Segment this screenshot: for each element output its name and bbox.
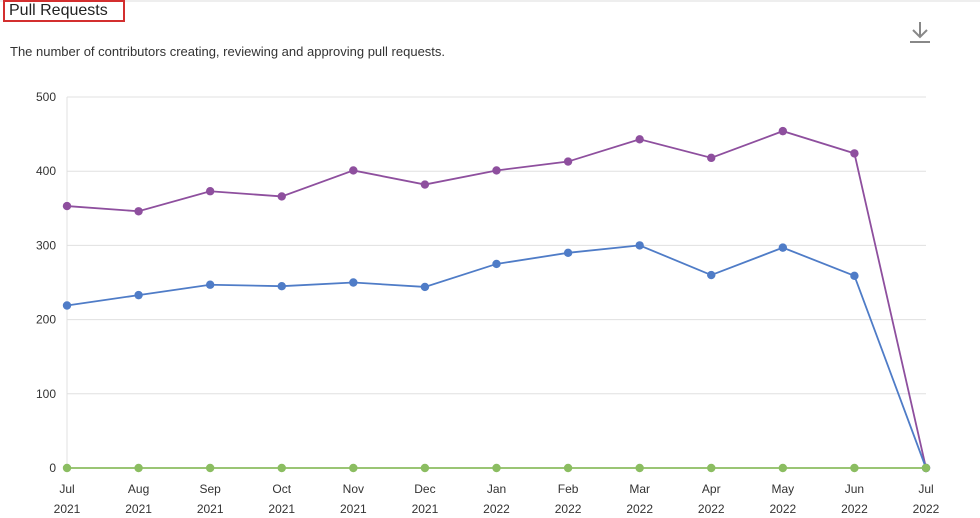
data-point (850, 463, 859, 473)
x-tick-label-month: Apr (702, 482, 721, 496)
x-tick-label-year: 2022 (698, 502, 725, 516)
data-point (492, 166, 501, 175)
data-point (349, 278, 358, 287)
x-tick-label-month: Aug (128, 482, 149, 496)
y-tick-label-500: 500 (36, 90, 56, 104)
data-point (850, 149, 859, 158)
top-divider (0, 0, 980, 2)
data-point (492, 463, 501, 473)
page-title: Pull Requests (9, 2, 108, 19)
data-point (205, 280, 215, 289)
y-tick-label-0: 0 (49, 461, 56, 475)
data-point (563, 157, 573, 166)
download-icon[interactable] (906, 18, 934, 46)
x-tick-label-month: Mar (629, 482, 650, 496)
x-tick-label-year: 2021 (197, 502, 224, 516)
data-point (420, 463, 430, 473)
data-point (635, 463, 644, 473)
data-point (62, 463, 72, 473)
y-tick-label-400: 400 (36, 164, 56, 178)
chart-subtitle: The number of contributors creating, rev… (10, 44, 446, 59)
x-tick-label-month: Jun (845, 482, 864, 496)
x-tick-label-month: May (771, 482, 794, 496)
data-point (205, 463, 215, 473)
data-point (205, 187, 215, 196)
x-tick-label-year: 2021 (268, 502, 295, 516)
data-point (277, 282, 286, 291)
y-tick-label-100: 100 (36, 387, 56, 401)
x-tick-label-month: Jan (487, 482, 506, 496)
data-point (707, 270, 716, 280)
data-point (563, 463, 573, 473)
data-point (707, 463, 716, 473)
data-point (635, 241, 644, 250)
data-point (134, 463, 143, 473)
data-point (62, 201, 72, 211)
data-point (277, 192, 286, 201)
data-point (778, 463, 788, 473)
data-point (778, 243, 788, 252)
x-tick-label-month: Feb (558, 482, 579, 496)
x-tick-label-month: Dec (414, 482, 435, 496)
data-point (850, 271, 859, 281)
data-point (921, 463, 931, 473)
x-tick-label-year: 2022 (626, 502, 653, 516)
x-tick-label-year: 2021 (412, 502, 439, 516)
x-tick-label-month: Sep (199, 482, 221, 496)
x-tick-label-month: Jul (59, 482, 74, 496)
x-tick-label-year: 2022 (841, 502, 868, 516)
y-tick-label-300: 300 (36, 238, 56, 252)
data-point (707, 153, 716, 163)
data-point (349, 166, 358, 175)
title-highlight-box (3, 0, 125, 22)
data-point (635, 135, 644, 144)
x-tick-label-month: Oct (272, 482, 291, 496)
data-point (134, 290, 143, 300)
x-tick-label-year: 2021 (54, 502, 81, 516)
x-tick-label-year: 2022 (483, 502, 510, 516)
series-line-1 (66, 244, 927, 469)
x-tick-label-month: Nov (343, 482, 364, 496)
x-tick-label-month: Jul (918, 482, 933, 496)
data-point (277, 463, 286, 473)
x-tick-label-year: 2022 (913, 502, 940, 516)
data-point (420, 282, 430, 292)
y-tick-label-200: 200 (36, 313, 56, 327)
data-point (778, 126, 788, 136)
x-tick-label-year: 2022 (769, 502, 796, 516)
data-point (492, 259, 501, 269)
data-point (62, 301, 72, 310)
data-point (134, 207, 143, 216)
x-tick-label-year: 2021 (125, 502, 152, 516)
x-tick-label-year: 2021 (340, 502, 367, 516)
data-point (563, 248, 573, 258)
series-line-0 (66, 130, 927, 469)
x-tick-label-year: 2022 (555, 502, 582, 516)
data-point (349, 463, 358, 473)
data-point (420, 180, 430, 189)
